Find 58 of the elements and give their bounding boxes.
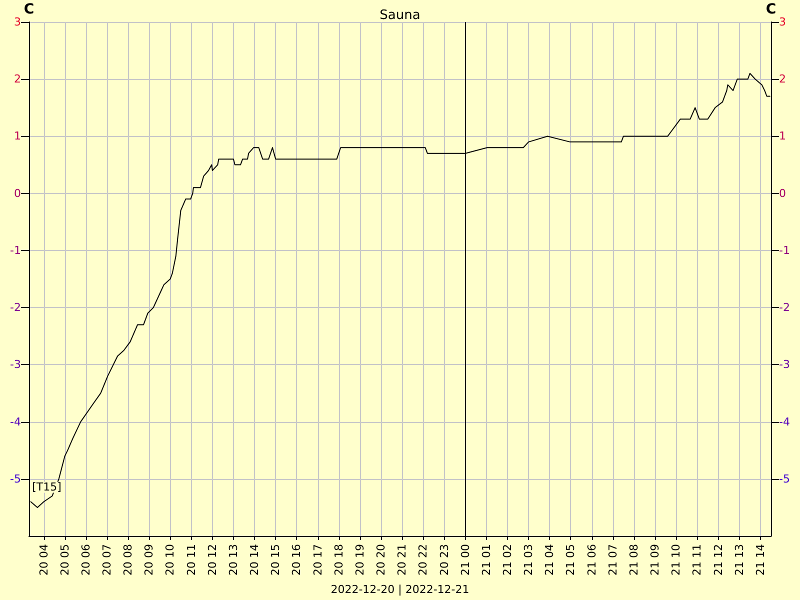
y-tick-label: -4 [10, 415, 21, 428]
y2-tick-label: -4 [779, 415, 790, 428]
x-tick-label: 21 06 [585, 544, 598, 576]
x-tick-label: 20 05 [58, 544, 72, 576]
y-axis-title: C [24, 2, 34, 18]
series-label: [T15] [32, 480, 62, 494]
x-tick-label: 21 08 [627, 544, 640, 576]
x-tick-label: 21 04 [543, 544, 556, 576]
y2-tick-label: 0 [779, 186, 786, 200]
x-tick-label: 20 22 [416, 544, 430, 576]
x-tick-label: 20 15 [269, 544, 282, 576]
x-tick-label: 20 21 [396, 544, 409, 576]
x-tick-label: 21 10 [670, 544, 683, 576]
x-tick-label: 21 14 [754, 544, 767, 576]
x-tick-label: 21 03 [522, 544, 536, 576]
x-tick-label: 20 14 [248, 544, 262, 576]
x-tick-label: 21 05 [564, 544, 578, 576]
x-tick-label: 20 07 [100, 544, 114, 576]
y2-tick-label: 2 [779, 72, 786, 86]
y-tick-label: -1 [10, 244, 21, 257]
x-tick-label: 20 19 [353, 544, 366, 576]
x-tick-label: 20 17 [311, 544, 324, 576]
y2-axis-title: C [766, 2, 776, 18]
x-tick-label: 21 11 [690, 544, 704, 576]
x-tick-label: 21 01 [480, 544, 493, 576]
x-tick-label: 21 13 [732, 544, 746, 576]
x-tick-label: 21 09 [648, 544, 662, 576]
y-tick-label: 2 [14, 72, 21, 86]
x-tick-label: 20 13 [226, 544, 240, 576]
x-tick-label: 20 09 [142, 544, 156, 576]
x-tick-label: 20 12 [206, 544, 219, 576]
x-tick-label: 20 10 [164, 544, 177, 576]
chart-title: Sauna [380, 8, 420, 23]
x-tick-label: 21 00 [458, 544, 472, 576]
x-tick-label: 20 16 [290, 544, 304, 576]
x-tick-label: 20 11 [184, 544, 198, 576]
x-tick-label: 21 07 [606, 544, 620, 576]
x-tick-label: 20 06 [79, 544, 92, 576]
y2-tick-label: 3 [779, 16, 786, 28]
x-tick-label: 20 08 [122, 544, 135, 576]
x-tick-label: 20 23 [438, 544, 451, 576]
y2-tick-label: -3 [779, 358, 790, 372]
y2-tick-label: 1 [779, 130, 786, 143]
y-tick-label: 0 [14, 186, 21, 200]
x-axis-title: 2022-12-20 | 2022-12-21 [330, 583, 470, 596]
y-tick-label: -3 [10, 358, 21, 372]
y-tick-label: -2 [10, 301, 21, 314]
y2-tick-label: -2 [779, 301, 790, 314]
x-tick-label: 21 12 [712, 544, 725, 576]
y-tick-label: -5 [10, 472, 21, 486]
y-tick-label: 1 [14, 130, 21, 143]
x-tick-label: 20 20 [374, 544, 388, 576]
x-tick-label: 21 02 [501, 544, 514, 576]
y2-tick-label: -5 [779, 472, 790, 486]
y-tick-label: 3 [14, 16, 21, 28]
x-tick-label: 20 04 [37, 544, 50, 576]
y2-tick-label: -1 [779, 244, 790, 257]
x-tick-label: 20 18 [332, 544, 346, 576]
